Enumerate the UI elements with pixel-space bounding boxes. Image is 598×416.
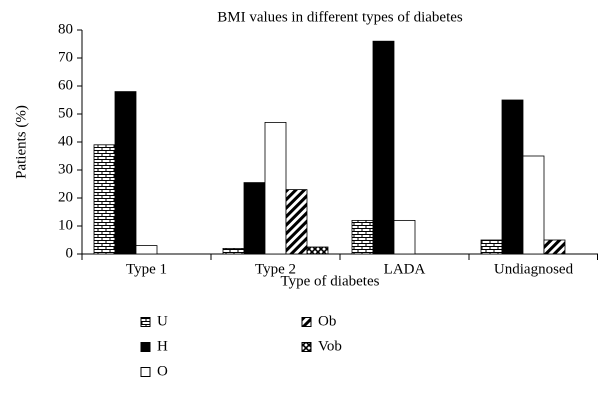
- x-tick-label: Type 2: [255, 261, 296, 277]
- bar: [135, 245, 158, 255]
- bar: [306, 246, 329, 255]
- x-tick-label: Undiagnosed: [494, 261, 574, 277]
- bar: [522, 155, 545, 255]
- bar: [93, 144, 116, 255]
- y-tick-label: 50: [58, 105, 73, 121]
- y-tick-label: 10: [58, 217, 73, 233]
- legend-label: O: [157, 363, 168, 379]
- y-axis-label: Patients (%): [13, 105, 29, 179]
- bar: [501, 99, 524, 255]
- y-tick-label: 0: [66, 245, 74, 261]
- bar: [372, 40, 395, 255]
- chart-title: BMI values in different types of diabete…: [217, 9, 463, 25]
- bar: [264, 122, 287, 255]
- y-tick-label: 30: [58, 161, 73, 177]
- x-tick-label: Type 1: [126, 261, 167, 277]
- legend-label: H: [157, 338, 168, 354]
- bar: [393, 219, 416, 255]
- bar: [480, 239, 503, 255]
- bar: [285, 189, 308, 255]
- y-tick-label: 80: [58, 21, 73, 37]
- legend-label: Ob: [318, 313, 336, 329]
- legend-swatch: [140, 317, 151, 327]
- legend-swatch: [140, 342, 151, 352]
- y-tick-label: 60: [58, 77, 73, 93]
- bar: [351, 219, 374, 255]
- y-tick-label: 20: [58, 189, 73, 205]
- x-tick-label: LADA: [384, 261, 426, 277]
- bar: [543, 239, 566, 255]
- legend-swatch: [301, 342, 312, 352]
- bar: [222, 247, 245, 255]
- bar: [243, 182, 266, 255]
- y-tick-label: 40: [58, 133, 73, 149]
- y-tick-label: 70: [58, 49, 73, 65]
- legend-label: Vob: [318, 338, 342, 354]
- legend-swatch: [140, 367, 151, 377]
- legend-label: U: [157, 313, 168, 329]
- legend-swatch: [301, 317, 312, 327]
- x-axis-label: Type of diabetes: [281, 273, 380, 289]
- bar: [114, 91, 137, 255]
